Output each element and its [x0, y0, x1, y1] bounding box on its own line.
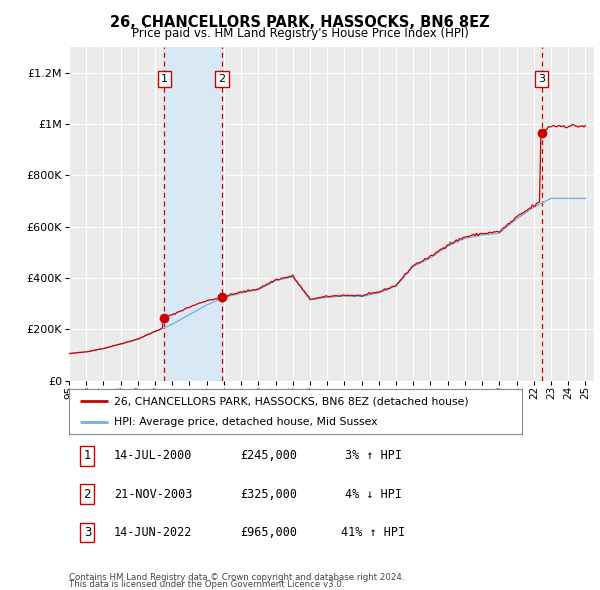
- Text: Price paid vs. HM Land Registry's House Price Index (HPI): Price paid vs. HM Land Registry's House …: [131, 27, 469, 40]
- Text: 1: 1: [161, 74, 168, 84]
- Bar: [164, 47, 222, 381]
- Text: 1: 1: [83, 449, 91, 463]
- Text: 26, CHANCELLORS PARK, HASSOCKS, BN6 8EZ: 26, CHANCELLORS PARK, HASSOCKS, BN6 8EZ: [110, 15, 490, 30]
- Text: 41% ↑ HPI: 41% ↑ HPI: [341, 526, 406, 539]
- Text: £965,000: £965,000: [240, 526, 297, 539]
- Text: 3% ↑ HPI: 3% ↑ HPI: [345, 449, 402, 463]
- Text: 3: 3: [538, 74, 545, 84]
- Text: 21-NOV-2003: 21-NOV-2003: [114, 487, 192, 501]
- Text: 14-JUL-2000: 14-JUL-2000: [114, 449, 192, 463]
- Text: Contains HM Land Registry data © Crown copyright and database right 2024.: Contains HM Land Registry data © Crown c…: [69, 573, 404, 582]
- Text: 2: 2: [83, 487, 91, 501]
- Text: 2: 2: [218, 74, 226, 84]
- Text: This data is licensed under the Open Government Licence v3.0.: This data is licensed under the Open Gov…: [69, 580, 344, 589]
- Text: £325,000: £325,000: [240, 487, 297, 501]
- Text: 3: 3: [83, 526, 91, 539]
- Text: £245,000: £245,000: [240, 449, 297, 463]
- Text: HPI: Average price, detached house, Mid Sussex: HPI: Average price, detached house, Mid …: [115, 417, 378, 427]
- Text: 14-JUN-2022: 14-JUN-2022: [114, 526, 192, 539]
- Text: 4% ↓ HPI: 4% ↓ HPI: [345, 487, 402, 501]
- Text: 26, CHANCELLORS PARK, HASSOCKS, BN6 8EZ (detached house): 26, CHANCELLORS PARK, HASSOCKS, BN6 8EZ …: [115, 396, 469, 407]
